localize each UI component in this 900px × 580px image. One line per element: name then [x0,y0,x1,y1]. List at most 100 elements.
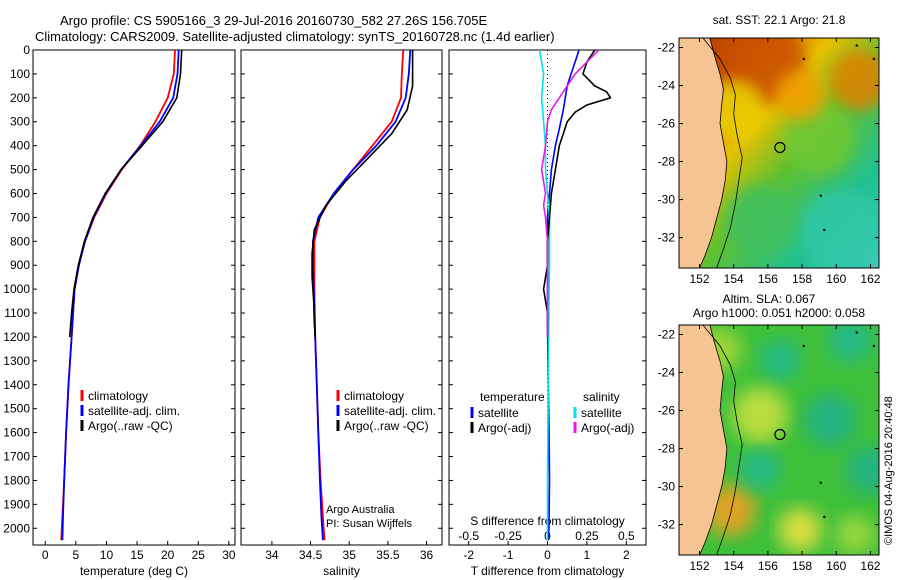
y-tick-label: 1100 [4,306,30,320]
legend-label: Argo(..raw -QC) [344,419,429,433]
sla-patch [835,515,875,555]
island-marker [802,57,805,61]
y-tick-label: -28 [658,155,676,169]
sla-patch [778,508,822,552]
sla_map: -22 -24 -26 -28 -30 -32 152 154 156 158 160 162 [658,324,881,573]
x-tick-label-T: -1 [503,548,514,562]
y-tick-label: 1600 [3,426,30,440]
y-tick-label: 600 [10,186,30,200]
chart-title-line2: Climatology: CARS2009. Satellite-adjuste… [35,29,555,44]
sla-patch [760,340,800,380]
argo-location-marker [774,428,786,441]
x-tick-label: 152 [689,559,709,573]
y-tick-label: -24 [658,366,676,380]
x-tick-label: 25 [192,548,206,562]
x-tick-label: 160 [826,272,846,286]
sst-patch [800,190,879,268]
y-tick-label: -24 [658,79,676,93]
island-marker [823,228,826,232]
x-tick-label: 156 [758,559,778,573]
series-argo [68,49,183,338]
legend-label: Argo(..raw -QC) [88,419,173,433]
legend-label: satellite [478,406,519,420]
sst_map-field [679,38,879,268]
y-tick-label: 400 [10,139,30,153]
sst-map-title: sat. SST: 22.1 Argo: 21.8 [713,13,846,27]
y-tick-label: -26 [658,404,676,418]
x-tick-label: 154 [724,272,744,286]
sst_map: -22 -24 -26 -28 -30 -32 152 154 156 158 160 162 [658,37,881,286]
y-tick-label: -32 [658,518,676,532]
y-tick-label: 1900 [3,497,30,511]
y-tick-label: 1400 [3,378,30,392]
legend-label: climatology [344,389,404,403]
legend-label: Argo(-adj) [581,421,634,435]
x-tick-label: 10 [100,548,114,562]
credit-annotation: PI: Susan Wijffels [326,518,412,530]
y-tick-label: 1200 [3,330,30,344]
chart-title-line1: Argo profile: CS 5905166_3 29-Jul-2016 2… [60,13,488,28]
y-tick-label: 2000 [3,521,30,535]
y-tick-label: 300 [10,115,30,129]
x-tick-label: 5 [73,548,80,562]
x-tick-label: 36 [420,548,434,562]
y-tick-label: 700 [10,210,30,224]
y-tick-label: 1000 [3,282,30,296]
sla-patch [740,450,780,490]
x-tick-label-T: -2 [463,548,474,562]
temperature-frame [32,49,236,546]
salinity-panel: 34 34.5 35 35.5 36 salinity climatologysatelli… [240,49,443,578]
isobath-line [702,325,743,555]
sla-patch [846,446,879,494]
x-tick-label: 154 [724,559,744,573]
sla_map-field [679,325,879,555]
sla-patch [804,394,856,446]
series-S-argo [540,49,600,337]
sla-map-subtitle: Argo h1000: 0.051 h2000: 0.058 [693,306,865,320]
x-axis-label-T: T difference from climatology [471,564,625,578]
y-tick-label: 100 [10,67,30,81]
x-tick-label: 30 [222,548,236,562]
y-tick-label: -30 [658,193,676,207]
x-tick-label: 162 [860,559,880,573]
island-marker [855,44,858,47]
y-tick-label: 900 [10,258,30,272]
credit-annotation: Argo Australia [326,504,395,516]
x-tick-label: 35.5 [376,548,400,562]
isobath-line [702,38,743,268]
x-tick-label: 15 [130,548,144,562]
island-marker [855,331,858,334]
x-tick-label: 156 [758,272,778,286]
y-tick-label: 200 [10,91,30,105]
x-tick-label-T: 0 [544,548,551,562]
x-tick-label: 152 [689,272,709,286]
land-mass [679,325,728,555]
series-T-argo [542,49,612,337]
legend-title-salinity: salinity [583,390,620,404]
series-argo [311,50,414,338]
legend-label: Argo(-adj) [478,421,531,435]
x-axis-label: temperature (deg C) [80,564,188,578]
imos-credit: ©IMOS 04-Aug-2016 20:40:48 [883,396,895,545]
x-tick-label: 34 [265,548,279,562]
y-tick-label: 1800 [3,473,30,487]
sla-patch [732,387,788,443]
series-climatology [313,49,405,541]
x-tick-label: 0 [42,548,49,562]
x-tick-label-T: 2 [623,548,630,562]
legend-label: climatology [88,389,148,403]
sst-patch [775,70,825,120]
land-mass [679,38,728,268]
y-tick-label: -32 [658,231,676,245]
sst-patch [725,185,795,255]
argo-location-marker [774,141,786,154]
island-marker [872,57,876,61]
sst-patch [785,105,855,175]
island-marker [823,515,826,519]
y-tick-label: 1300 [3,354,30,368]
salinity-frame [240,49,443,546]
y-tick-label: -22 [658,328,676,342]
y-tick-label: 0 [23,43,30,57]
y-tick-label: 800 [10,234,30,248]
legend-label: satellite-adj. clim. [88,404,180,418]
